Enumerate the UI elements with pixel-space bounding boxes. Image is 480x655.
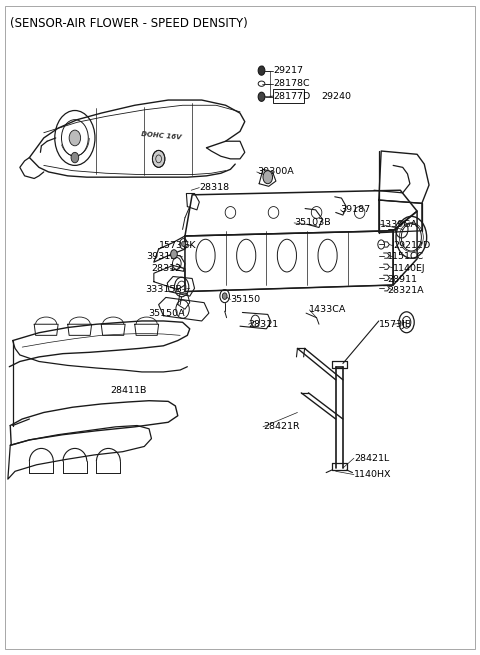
Text: 28312: 28312 bbox=[152, 263, 181, 272]
Text: 39313: 39313 bbox=[147, 252, 177, 261]
Circle shape bbox=[222, 293, 227, 299]
Text: 39300A: 39300A bbox=[257, 168, 293, 176]
Circle shape bbox=[258, 66, 265, 75]
Circle shape bbox=[71, 153, 79, 163]
Text: 28178C: 28178C bbox=[274, 79, 310, 88]
FancyBboxPatch shape bbox=[273, 89, 304, 103]
Text: 29240: 29240 bbox=[322, 92, 351, 102]
Text: 28311: 28311 bbox=[249, 320, 279, 329]
Circle shape bbox=[153, 151, 165, 168]
Text: 28318: 28318 bbox=[199, 183, 229, 192]
Text: 39187: 39187 bbox=[340, 206, 371, 214]
Text: (SENSOR-AIR FLOWER - SPEED DENSITY): (SENSOR-AIR FLOWER - SPEED DENSITY) bbox=[10, 17, 248, 30]
Text: DOHC 16V: DOHC 16V bbox=[141, 131, 181, 141]
Text: 35150A: 35150A bbox=[148, 309, 185, 318]
Text: 28421L: 28421L bbox=[354, 454, 389, 462]
Text: 28177D: 28177D bbox=[274, 92, 311, 102]
Text: 1140HX: 1140HX bbox=[354, 470, 391, 479]
Text: 28911: 28911 bbox=[387, 274, 418, 284]
Text: 1140EJ: 1140EJ bbox=[393, 263, 426, 272]
Text: 1433CA: 1433CA bbox=[310, 305, 347, 314]
Text: 1573JB: 1573JB bbox=[379, 320, 412, 329]
Circle shape bbox=[69, 130, 81, 146]
Text: 29212D: 29212D bbox=[393, 241, 431, 250]
Circle shape bbox=[258, 92, 265, 102]
Text: 1151CC: 1151CC bbox=[387, 252, 425, 261]
Text: 28321A: 28321A bbox=[387, 286, 424, 295]
Text: 35103B: 35103B bbox=[294, 218, 331, 227]
Circle shape bbox=[170, 250, 177, 259]
Text: 35150: 35150 bbox=[230, 295, 261, 304]
Text: 1573GK: 1573GK bbox=[158, 241, 196, 250]
Text: 28411B: 28411B bbox=[111, 386, 147, 396]
Text: 28421R: 28421R bbox=[263, 422, 300, 432]
Circle shape bbox=[181, 241, 185, 246]
Text: 29217: 29217 bbox=[274, 66, 303, 75]
Text: 33315B: 33315B bbox=[145, 285, 182, 294]
Circle shape bbox=[263, 171, 273, 183]
Text: 1339GA: 1339GA bbox=[380, 219, 418, 229]
